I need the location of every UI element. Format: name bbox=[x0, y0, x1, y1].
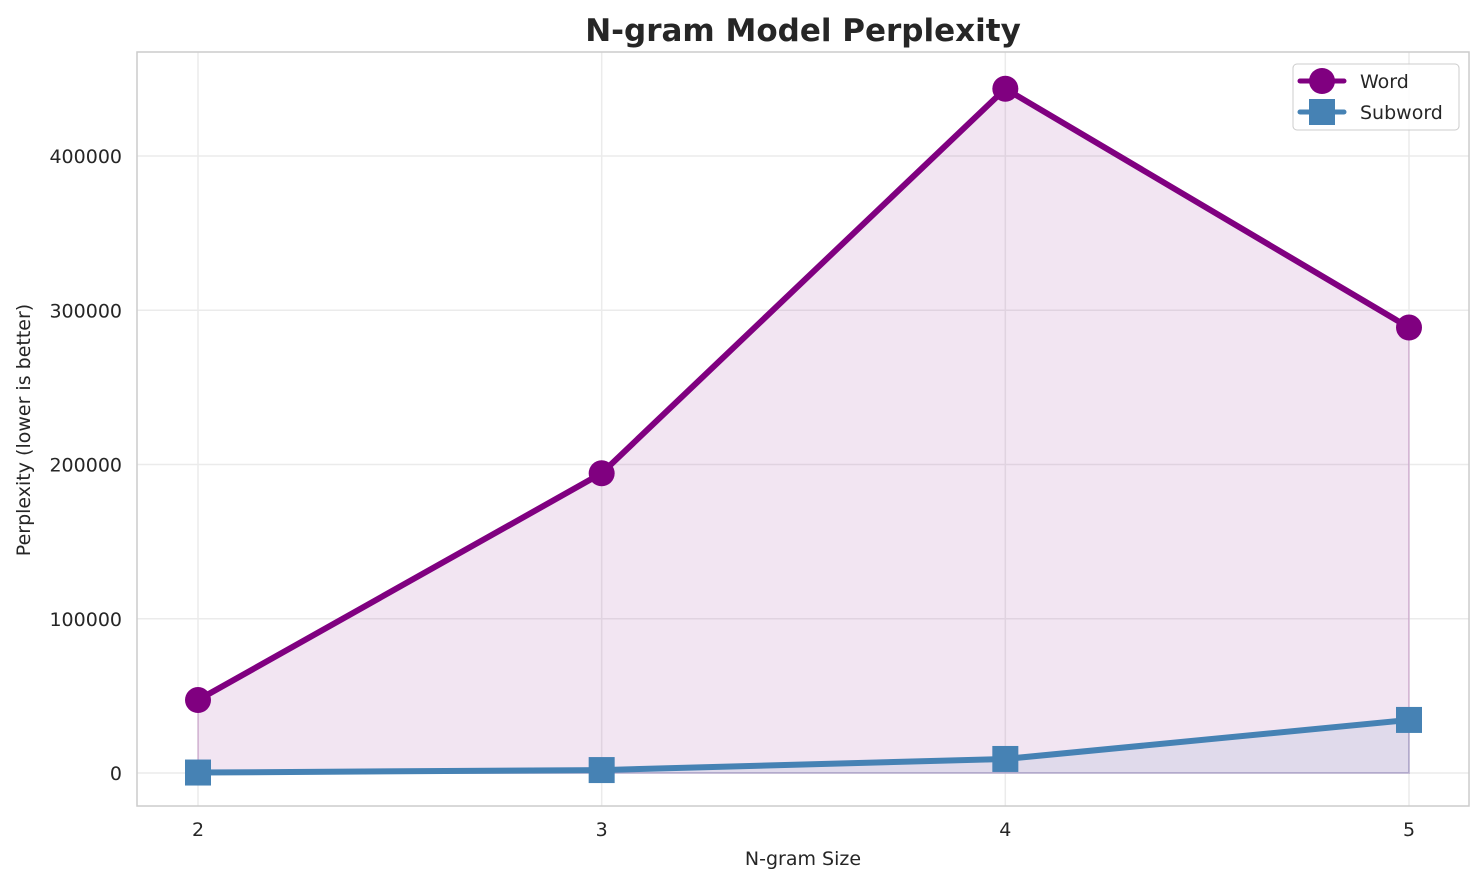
data-point-word bbox=[992, 75, 1019, 102]
x-tick-label: 4 bbox=[999, 819, 1011, 841]
area-fills bbox=[197, 87, 1410, 774]
legend-label-word: Word bbox=[1360, 71, 1409, 93]
data-point-word bbox=[185, 687, 211, 714]
y-tick-label: 300000 bbox=[49, 300, 122, 322]
y-tick-label: 100000 bbox=[49, 609, 122, 631]
x-axis-ticks: 2 3 4 5 bbox=[192, 819, 1415, 841]
x-tick-label: 5 bbox=[1403, 819, 1415, 841]
data-point-subword bbox=[1396, 706, 1422, 733]
series-markers bbox=[185, 75, 1422, 786]
y-tick-label: 400000 bbox=[49, 146, 122, 168]
data-point-subword bbox=[588, 757, 615, 784]
square-marker-icon bbox=[1309, 99, 1335, 125]
x-tick-label: 2 bbox=[192, 819, 204, 841]
data-point-word bbox=[1396, 314, 1422, 341]
legend-label-subword: Subword bbox=[1360, 102, 1443, 124]
data-point-word bbox=[588, 460, 615, 487]
chart-title: N-gram Model Perplexity bbox=[585, 13, 1021, 49]
line-word bbox=[195, 85, 1412, 704]
y-tick-label: 0 bbox=[110, 763, 122, 785]
legend: Word Subword bbox=[1292, 63, 1460, 131]
line-subword bbox=[195, 716, 1412, 776]
data-point-subword bbox=[992, 745, 1019, 772]
area-fill-word bbox=[197, 87, 1410, 774]
circle-marker-icon bbox=[1309, 68, 1335, 94]
series-lines bbox=[195, 85, 1412, 776]
legend-item-word: Word bbox=[1297, 68, 1409, 94]
legend-item-subword: Subword bbox=[1297, 99, 1443, 125]
x-axis-label: N-gram Size bbox=[745, 848, 861, 870]
y-axis-ticks: 0 100000 200000 300000 400000 bbox=[49, 146, 122, 785]
data-point-subword bbox=[185, 759, 211, 786]
y-axis-label: Perplexity (lower is better) bbox=[13, 304, 35, 556]
y-tick-label: 200000 bbox=[49, 455, 122, 477]
plot-frame bbox=[136, 51, 1470, 807]
x-tick-label: 3 bbox=[596, 819, 608, 841]
